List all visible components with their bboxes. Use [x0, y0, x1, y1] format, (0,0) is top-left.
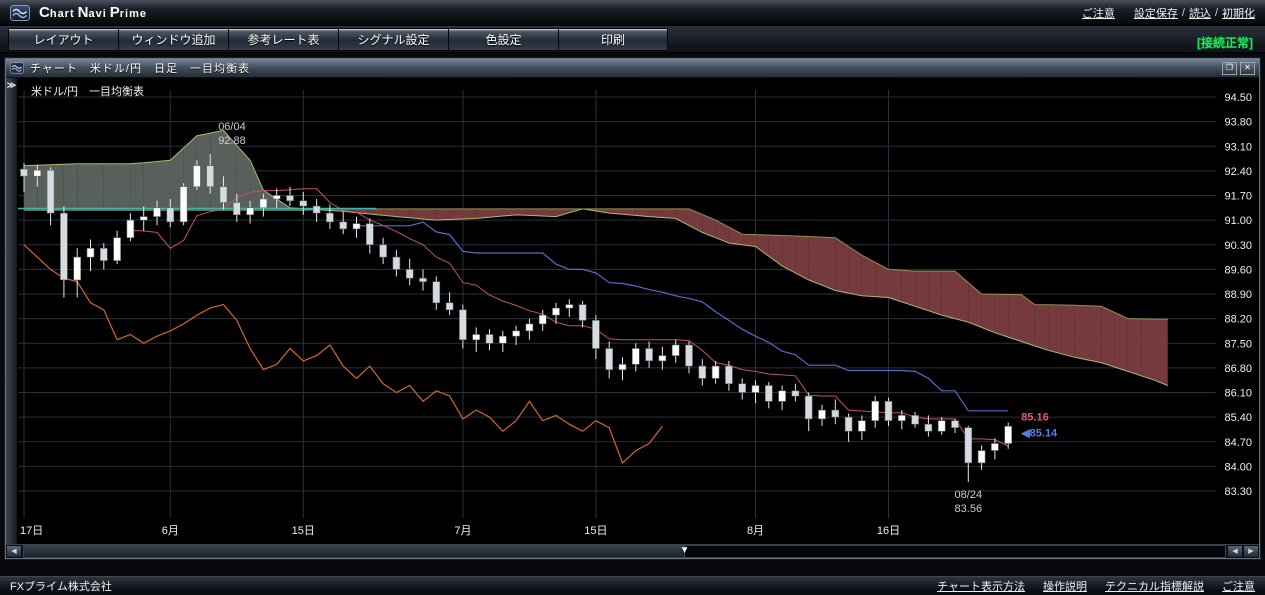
panel-expander[interactable]: ≫ — [6, 78, 18, 544]
footer-link-4[interactable]: ご注意 — [1222, 581, 1255, 593]
svg-text:15日: 15日 — [584, 525, 607, 537]
maximize-button[interactable]: ❐ — [1222, 61, 1237, 75]
scroll-left-button[interactable]: ◀ — [6, 545, 22, 558]
app-title-part: N — [77, 4, 89, 21]
price-axis-labels: 94.50 93.80 93.10 92.40 91.70 91.00 90.30 89.60… — [1224, 92, 1252, 498]
chart-window-titlebar[interactable]: チャート 米ドル/円 日足 一目均衡表 ❐ ✕ — [6, 59, 1259, 78]
top-link-2[interactable]: 設定保存 — [1133, 7, 1178, 20]
connection-status: [接続正常] — [1197, 36, 1253, 50]
chart-annotation: 83.56 — [955, 503, 983, 515]
current-price-marker: 85.16 — [1021, 412, 1049, 424]
chart-annotation: 06/04 — [218, 121, 246, 133]
senkou-span-a-line — [23, 129, 1168, 386]
toolbar-button-6[interactable]: 印刷 — [558, 27, 668, 51]
footer-link-1[interactable]: チャート表示方法 — [937, 581, 1025, 593]
horizontal-scrollbar[interactable]: ◀ ▼ ◀ ▶ — [6, 544, 1259, 558]
chart-annotation: 92.88 — [218, 135, 246, 147]
chart-window-title: チャート 米ドル/円 日足 一目均衡表 — [30, 63, 250, 75]
status-bar: FXプライム株式会社 チャート表示方法 操作説明 テクニカル指標解説 ご注意 — [0, 576, 1265, 595]
company-name: FXプライム株式会社 — [10, 581, 112, 593]
scrollbar-range-fill — [24, 546, 685, 557]
link-separator: / — [1214, 6, 1218, 19]
svg-text:93.10: 93.10 — [1224, 141, 1252, 153]
toolbar-button-5[interactable]: 色設定 — [448, 27, 558, 51]
main-toolbar: レイアウト ウィンドウ追加 参考レート表 シグナル設定 色設定 印刷 — [0, 26, 1265, 53]
kijun-sen-line — [356, 221, 1009, 412]
svg-text:94.50: 94.50 — [1224, 92, 1252, 104]
svg-text:91.00: 91.00 — [1224, 215, 1252, 227]
scroll-right-button[interactable]: ▶ — [1243, 545, 1259, 558]
current-price-marker: ◀85.14 — [1020, 427, 1058, 439]
toolbar-button-4[interactable]: シグナル設定 — [338, 27, 448, 51]
chart-label: 米ドル/円 一目均衡表 — [31, 84, 144, 98]
svg-text:92.40: 92.40 — [1224, 166, 1252, 178]
svg-text:16日: 16日 — [877, 525, 900, 537]
chart-window-icon — [10, 62, 24, 74]
candles — [20, 154, 1013, 482]
top-link-1[interactable]: ご注意 — [1081, 7, 1115, 20]
svg-text:6月: 6月 — [162, 525, 179, 537]
app-title-part: P — [109, 4, 120, 21]
svg-text:93.80: 93.80 — [1224, 117, 1252, 129]
wave-logo-icon — [10, 4, 30, 21]
window-controls: ❐ ✕ — [1222, 61, 1255, 75]
app-title-part: rime — [119, 8, 148, 20]
app-title-part: hart — [49, 8, 75, 20]
time-axis-labels: 17日 6月 15日 7月 15日 8月 16日 — [20, 525, 900, 537]
svg-text:87.50: 87.50 — [1224, 338, 1252, 350]
toolbar-buttons: レイアウト ウィンドウ追加 参考レート表 シグナル設定 色設定 印刷 — [8, 27, 668, 51]
footer-link-3[interactable]: テクニカル指標解説 — [1105, 581, 1204, 593]
footer-link-2[interactable]: 操作説明 — [1043, 581, 1087, 593]
candlestick-chart[interactable]: 94.50 93.80 93.10 92.40 91.70 91.00 90.30 89.60… — [18, 78, 1259, 544]
close-icon[interactable]: ✕ — [1240, 61, 1255, 75]
chart-window: チャート 米ドル/円 日足 一目均衡表 ❐ ✕ ≫ 94.50 93.80 93.1… — [5, 58, 1260, 559]
svg-text:90.30: 90.30 — [1224, 240, 1252, 252]
svg-text:91.70: 91.70 — [1224, 191, 1252, 203]
svg-text:88.20: 88.20 — [1224, 314, 1252, 326]
svg-text:84.70: 84.70 — [1224, 437, 1252, 449]
app-title-part: avi — [88, 8, 107, 20]
chikou-span-line — [23, 244, 663, 464]
app-title-part: C — [39, 4, 50, 21]
svg-text:83.30: 83.30 — [1224, 486, 1252, 498]
toolbar-button-1[interactable]: レイアウト — [8, 27, 118, 51]
svg-text:15日: 15日 — [292, 525, 315, 537]
toolbar-button-3[interactable]: 参考レート表 — [228, 27, 338, 51]
svg-text:7月: 7月 — [454, 525, 471, 537]
svg-text:88.90: 88.90 — [1224, 289, 1252, 301]
svg-text:86.80: 86.80 — [1224, 363, 1252, 375]
scroll-back-button[interactable]: ◀ — [1227, 545, 1243, 558]
footer-links: チャート表示方法 操作説明 テクニカル指標解説 ご注意 — [919, 578, 1255, 594]
link-separator — [1119, 5, 1130, 21]
svg-text:84.00: 84.00 — [1224, 461, 1252, 473]
svg-text:89.60: 89.60 — [1224, 264, 1252, 276]
svg-text:85.40: 85.40 — [1224, 412, 1252, 424]
top-link-4[interactable]: 初期化 — [1222, 7, 1255, 20]
svg-text:17日: 17日 — [20, 525, 43, 537]
chart-annotation: 08/24 — [955, 489, 983, 501]
chart-window-body: ≫ 94.50 93.80 93.10 92.40 91.70 91.00 90.30 89.… — [6, 78, 1259, 544]
ichimoku-cloud — [23, 129, 1168, 386]
toolbar-button-2[interactable]: ウィンドウ追加 — [118, 27, 228, 51]
svg-text:8月: 8月 — [747, 525, 764, 537]
scrollbar-track[interactable]: ▼ — [23, 545, 1226, 558]
scrollbar-thumb[interactable]: ▼ — [679, 545, 690, 556]
link-separator: / — [1181, 6, 1185, 19]
svg-text:86.10: 86.10 — [1224, 388, 1252, 400]
top-link-3[interactable]: 読込 — [1188, 7, 1211, 20]
top-links: ご注意 設定保存 / 読込 / 初期化 — [1082, 5, 1255, 21]
